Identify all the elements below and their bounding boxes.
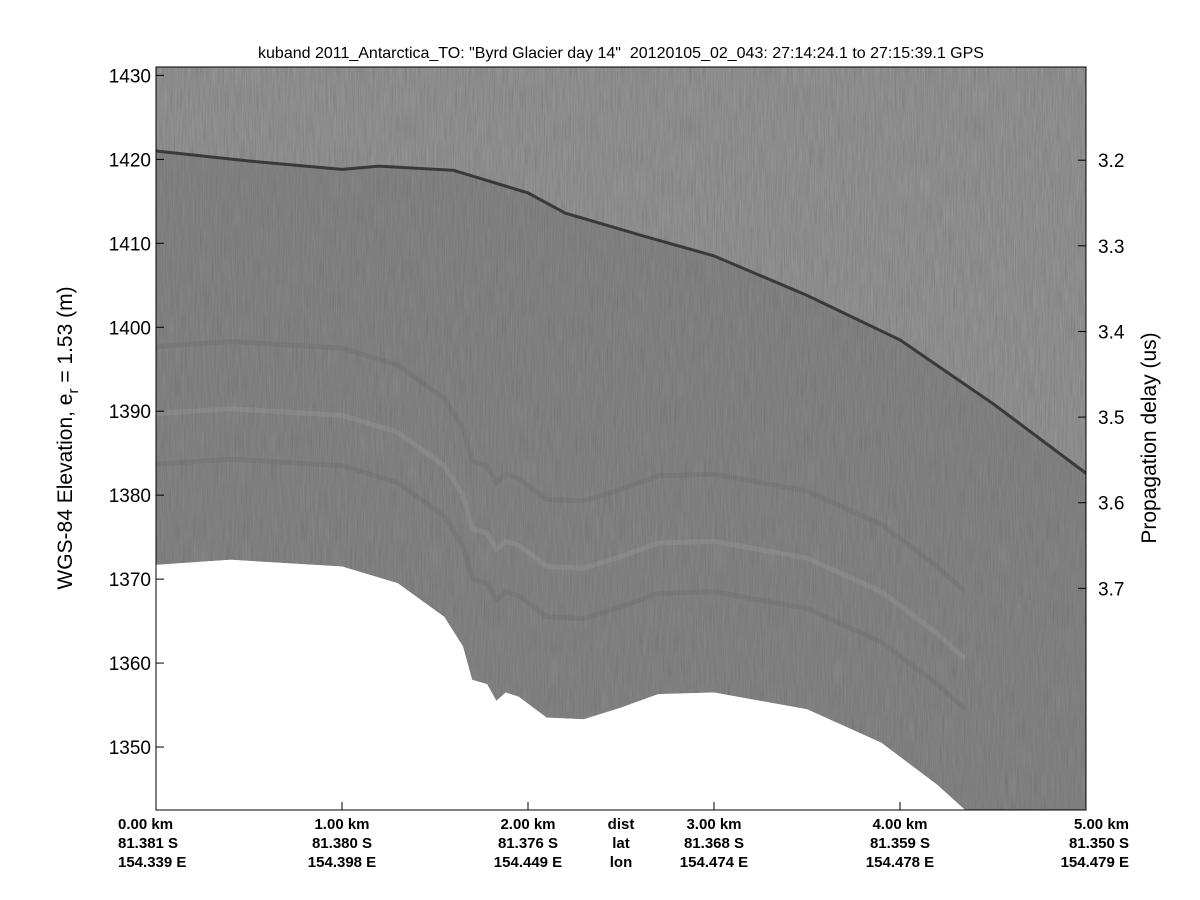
x-tick-label-lat: 81.359 S <box>870 835 930 852</box>
x-tick-label-dist: 3.00 km <box>686 816 741 833</box>
x-tick-label-lat: 81.376 S <box>498 835 558 852</box>
echogram-layer-band <box>156 456 967 712</box>
x-tick-label-dist: 4.00 km <box>872 816 927 833</box>
echogram-noise <box>156 67 1086 810</box>
x-tick-label-lon: 154.449 E <box>494 854 562 871</box>
x-tick-label-lat: 81.381 S <box>118 835 178 852</box>
x-row-legend-dist: dist <box>608 816 635 833</box>
y-tick-label-left: 1380 <box>109 486 151 507</box>
plot-frame <box>155 66 1087 811</box>
x-tick-label-lat: 81.350 S <box>1069 835 1129 852</box>
y-tick-label-left: 1390 <box>109 402 151 423</box>
chart-title: kuband 2011_Antarctica_TO: "Byrd Glacier… <box>258 45 984 62</box>
x-tick-label-lon: 154.339 E <box>118 854 186 871</box>
y-tick-label-left: 1410 <box>109 234 151 255</box>
echogram-image <box>156 67 1086 810</box>
y-axis-left-labels: 1350 1360 1370 1380 1390 1400 1410 1420 1430 <box>109 66 151 759</box>
y-tick-label-right: 3.4 <box>1098 322 1125 343</box>
x-tick-label-lon: 154.479 E <box>1061 854 1129 871</box>
y-tick-label-left: 1370 <box>109 570 151 591</box>
y-tick-label-left: 1350 <box>109 738 151 759</box>
x-tick-label-lon: 154.474 E <box>680 854 748 871</box>
y-axis-right-title: Propagation delay (us) <box>1138 332 1161 543</box>
echogram-layer-band <box>156 338 967 594</box>
x-axis-labels: 0.00 km 81.381 S 154.339 E 1.00 km 81.380 S 1… <box>118 816 1129 871</box>
x-tick-label-lon: 154.478 E <box>866 854 934 871</box>
x-tick-label-dist: 2.00 km <box>500 816 555 833</box>
y-axis-left-subscript: r <box>65 389 82 394</box>
x-tick-label-lat: 81.380 S <box>312 835 372 852</box>
y-tick-label-right: 3.7 <box>1098 579 1124 600</box>
y-tick-label-left: 1360 <box>109 654 151 675</box>
echogram-layer-band <box>156 406 967 661</box>
x-row-legend-lat: lat <box>612 835 630 852</box>
y-tick-label-right: 3.3 <box>1098 237 1124 258</box>
x-tick-label-lat: 81.368 S <box>684 835 744 852</box>
x-tick-label-dist: 0.00 km <box>118 816 173 833</box>
y-axis-right-labels: 3.2 3.3 3.4 3.5 3.6 3.7 <box>1098 151 1125 600</box>
x-tick-label-dist: 5.00 km <box>1074 816 1129 833</box>
ice-body-shading <box>156 150 1086 810</box>
y-tick-label-right: 3.6 <box>1098 494 1124 515</box>
x-tick-label-dist: 1.00 km <box>314 816 369 833</box>
y-tick-label-left: 1400 <box>109 318 151 339</box>
no-data-region <box>156 559 966 810</box>
x-row-legend-lon: lon <box>610 854 633 871</box>
surface-reflection-line <box>156 149 1086 475</box>
y-tick-label-right: 3.5 <box>1098 408 1124 429</box>
y-axis-left-title: WGS-84 Elevation, er = 1.53 (m) <box>54 286 82 589</box>
y-tick-label-right: 3.2 <box>1098 151 1124 172</box>
x-tick-label-lon: 154.398 E <box>308 854 376 871</box>
y-tick-label-left: 1430 <box>109 66 151 87</box>
y-tick-label-left: 1420 <box>109 150 151 171</box>
